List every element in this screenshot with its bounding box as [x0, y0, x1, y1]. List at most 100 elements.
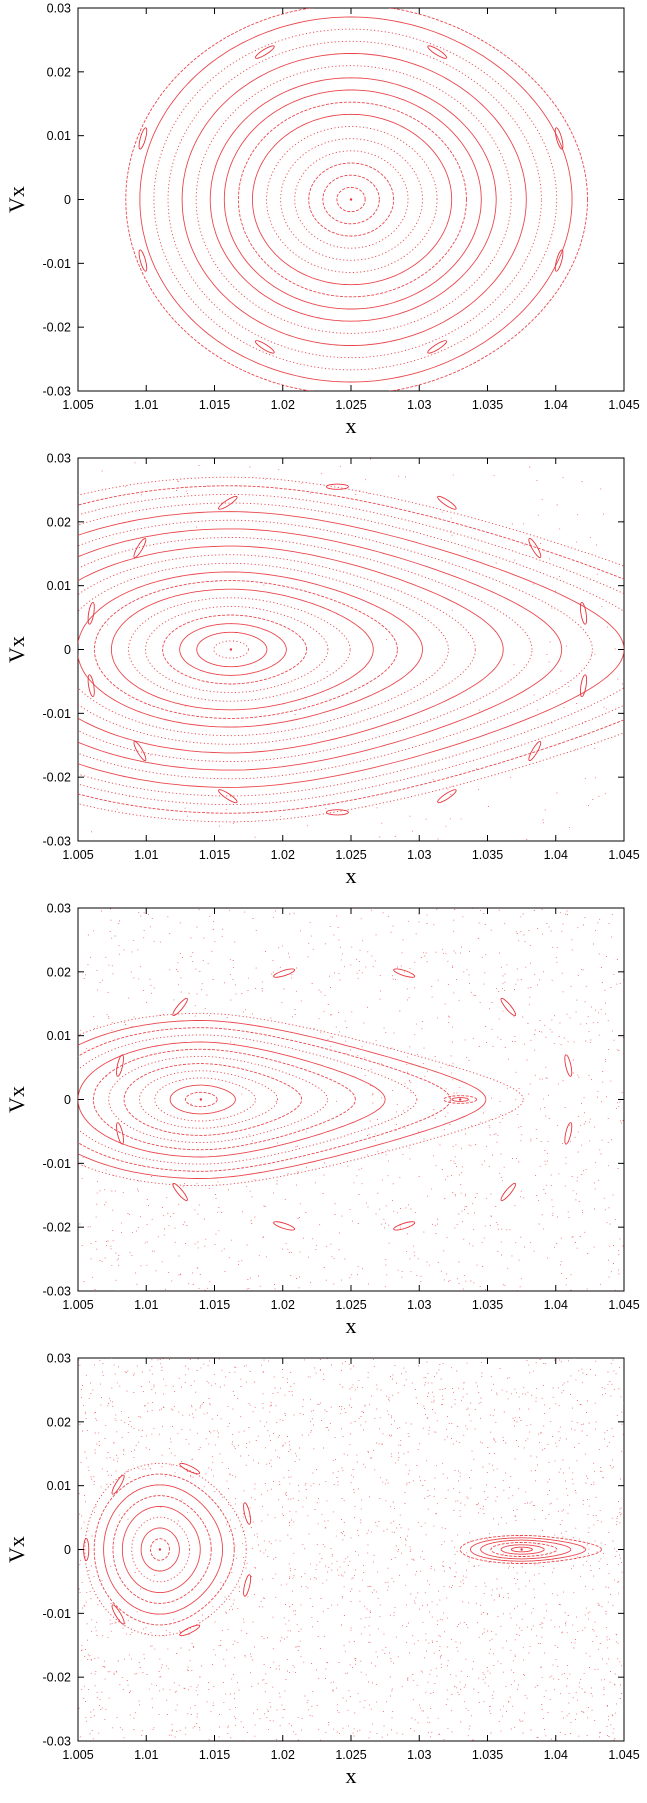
x-tick-label: 1.01	[134, 398, 158, 412]
y-tick-label: -0.01	[43, 1157, 72, 1171]
resonance-island	[243, 1574, 252, 1597]
poincare-plot-4: 1.005 1.01 1.015 1.02 1.025 1.03 1.035 1.04 1.04…	[4, 1352, 640, 1789]
orbit-curve	[490, 1542, 558, 1557]
y-tick-label: 0.03	[47, 1352, 71, 1366]
resonance-island	[138, 249, 148, 272]
chaotic-sea	[79, 908, 624, 1291]
orbit-curve	[103, 1484, 223, 1615]
orbit-curve	[500, 1544, 545, 1555]
plot-frame	[77, 457, 625, 842]
x-tick-label: 1.035	[472, 1298, 503, 1312]
orbit-curve	[84, 1462, 247, 1637]
x-axis-label: x	[346, 863, 357, 888]
y-tick-label: -0.01	[43, 1607, 72, 1621]
orbit-points	[78, 1358, 624, 1741]
orbit-curve	[153, 28, 558, 371]
x-tick-label: 1.02	[271, 1298, 295, 1312]
y-tick-label: 0	[64, 1543, 71, 1557]
orbit-curve	[112, 1495, 212, 1604]
orbit-curve	[185, 1091, 218, 1108]
axes: 1.005 1.01 1.015 1.02 1.025 1.03 1.035 1.04 1.04…	[43, 452, 640, 863]
orbit-curve	[196, 631, 268, 668]
poincare-plot-3: 1.005 1.01 1.015 1.02 1.025 1.03 1.035 1.04 1.04…	[4, 902, 640, 1339]
axes: 1.005 1.01 1.015 1.02 1.025 1.03 1.035 1.04 1.04…	[43, 902, 640, 1313]
y-tick-label: 0.03	[47, 2, 71, 16]
x-tick-label: 1.005	[62, 1748, 93, 1762]
resonance-island	[138, 127, 148, 150]
x-tick-label: 1.03	[407, 848, 431, 862]
orbit-curve	[237, 101, 467, 298]
fixed-point	[199, 1098, 203, 1101]
x-tick-label: 1.025	[335, 1748, 366, 1762]
y-tick-label: -0.02	[43, 1671, 72, 1685]
resonance-island	[218, 495, 238, 510]
orbit-curve	[154, 1077, 257, 1122]
orbit-points	[78, 458, 624, 841]
plot-frame	[77, 907, 625, 1292]
resonance-chain-1	[83, 1462, 252, 1637]
y-tick-label: -0.02	[43, 321, 72, 335]
orbit-curve	[78, 511, 624, 788]
orbit-curve	[139, 16, 573, 383]
fixed-point	[158, 1548, 162, 1551]
resonance-island	[579, 601, 588, 625]
x-tick-label: 1.005	[62, 848, 93, 862]
orbit-curve	[140, 1527, 180, 1572]
fixed-point	[349, 198, 353, 201]
orbit-curve	[92, 1048, 356, 1151]
orbit-curve	[181, 53, 527, 346]
y-tick-label: 0	[64, 643, 71, 657]
orbit-curve	[294, 150, 409, 249]
poincare-plot-1: 1.005 1.01 1.015 1.02 1.025 1.03 1.035 1.04 1.04…	[4, 2, 640, 439]
orbit-curve	[169, 1084, 236, 1115]
y-axis-label: Vx	[4, 186, 29, 213]
x-tick-label: 1.045	[608, 398, 639, 412]
orbit-curve	[78, 502, 624, 797]
resonance-island	[528, 740, 542, 762]
y-tick-label: 0.02	[47, 65, 71, 79]
y-tick-label: 0.01	[47, 1029, 71, 1043]
resonance-island	[579, 674, 588, 698]
panel-3: 1.005 1.01 1.015 1.02 1.025 1.03 1.035 1.04 1.04…	[0, 900, 647, 1350]
orbit-curve	[78, 493, 624, 806]
y-tick-label: -0.02	[43, 1221, 72, 1235]
x-tick-label: 1.01	[134, 848, 158, 862]
resonance-island	[393, 968, 416, 978]
island-2	[459, 1535, 602, 1564]
panel-2: 1.005 1.01 1.015 1.02 1.025 1.03 1.035 1.04 1.04…	[0, 450, 647, 900]
orbit-curve	[162, 614, 308, 685]
y-tick-label: -0.03	[43, 385, 72, 399]
resonance-island	[254, 340, 275, 354]
fixed-point	[520, 1548, 523, 1551]
resonance-island	[500, 997, 517, 1017]
y-tick-label: 0.02	[47, 515, 71, 529]
x-tick-label: 1.01	[134, 1298, 158, 1312]
y-tick-label: 0	[64, 193, 71, 207]
chaotic-sea	[78, 1358, 624, 1741]
orbit-curve	[93, 1473, 235, 1626]
orbit-curve	[336, 186, 366, 213]
resonance-chain-1	[116, 968, 573, 1231]
island-2	[443, 1095, 478, 1104]
axes: 1.005 1.01 1.015 1.02 1.025 1.03 1.035 1.04 1.04…	[43, 1352, 640, 1763]
poincare-plot-2: 1.005 1.01 1.015 1.02 1.025 1.03 1.035 1.04 1.04…	[4, 452, 640, 889]
orbit-curve	[195, 65, 512, 334]
resonance-island	[393, 1221, 416, 1231]
orbit-curve	[252, 113, 453, 286]
axes: 1.005 1.01 1.015 1.02 1.025 1.03 1.035 1.04 1.04…	[43, 2, 640, 413]
orbit-curve	[308, 162, 395, 237]
orbit-curve	[93, 580, 398, 719]
resonance-island	[437, 495, 457, 510]
y-tick-label: 0.02	[47, 1415, 71, 1429]
resonance-island	[87, 601, 95, 625]
resonance-island	[500, 1182, 517, 1202]
orbit-curve	[78, 519, 593, 780]
y-tick-label: 0.01	[47, 1479, 71, 1493]
resonance-island	[564, 1054, 573, 1077]
orbit-curve	[167, 40, 542, 359]
resonance-island	[87, 674, 95, 698]
orbit-curve	[469, 1537, 587, 1562]
y-tick-label: -0.03	[43, 1735, 72, 1749]
x-tick-label: 1.02	[271, 1748, 295, 1762]
resonance-island	[437, 789, 457, 804]
